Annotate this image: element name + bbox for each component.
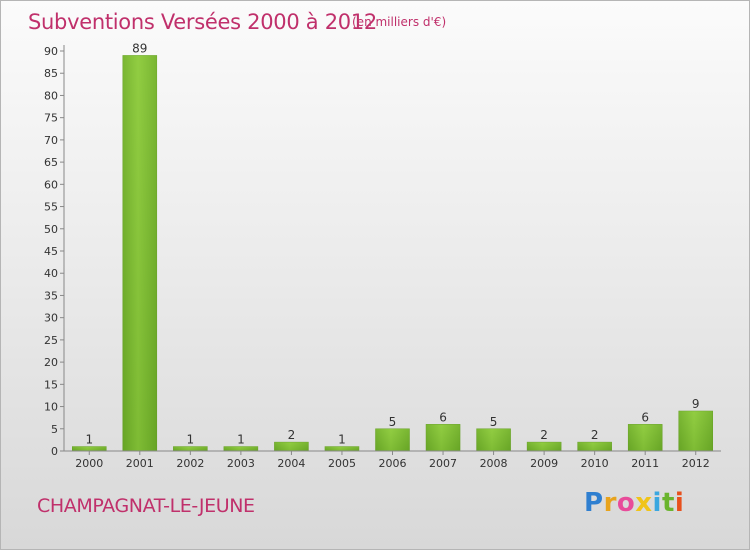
bar-value-label: 1 xyxy=(338,433,346,447)
bar-value-label: 1 xyxy=(237,433,245,447)
bar-value-label: 1 xyxy=(85,433,93,447)
bar-shade-2005 xyxy=(324,446,359,451)
bar-value-label: 5 xyxy=(389,415,397,429)
bar-shade-2001 xyxy=(122,55,157,451)
y-tick-label: 70 xyxy=(44,134,58,147)
bar-value-label: 6 xyxy=(641,410,649,424)
bar-shade-2008 xyxy=(476,428,511,451)
x-tick-label: 2002 xyxy=(176,457,204,470)
bar-shade-2004 xyxy=(274,442,309,451)
x-tick-label: 2005 xyxy=(328,457,356,470)
unit-label: (en milliers d'€) xyxy=(352,15,447,29)
x-tick-label: 2001 xyxy=(126,457,154,470)
x-tick-label: 2012 xyxy=(682,457,710,470)
y-tick-label: 35 xyxy=(44,289,58,302)
y-tick-label: 15 xyxy=(44,378,58,391)
x-tick-label: 2009 xyxy=(530,457,558,470)
logo-letter: o xyxy=(616,488,636,518)
bar-value-label: 9 xyxy=(692,397,700,411)
bar-shade-2009 xyxy=(527,442,562,451)
bar-shade-2010 xyxy=(577,442,612,451)
x-tick-label: 2010 xyxy=(581,457,609,470)
logo-letters: Proxiti xyxy=(584,488,684,518)
y-tick-label: 75 xyxy=(44,112,58,125)
bar-shade-2006 xyxy=(375,428,410,451)
proxiti-logo: Proxiti xyxy=(584,488,684,518)
bar-value-label: 5 xyxy=(490,415,498,429)
x-tick-label: 2003 xyxy=(227,457,255,470)
logo-letter: x xyxy=(635,488,653,518)
bar-shade-2000 xyxy=(72,446,107,451)
bar-shade-2002 xyxy=(173,446,208,451)
bar-value-label: 2 xyxy=(591,428,599,442)
y-tick-label: 0 xyxy=(51,445,58,458)
bar-shade-2012 xyxy=(678,411,713,451)
y-tick-label: 50 xyxy=(44,223,58,236)
x-tick-label: 2007 xyxy=(429,457,457,470)
y-tick-label: 90 xyxy=(44,45,58,58)
logo-letter: i xyxy=(652,488,662,518)
y-axis: 0 5 10 15 20 25 30 35 40 45 50 55 60 65 70 75 80 85 90 xyxy=(44,45,65,458)
y-tick-label: 10 xyxy=(44,401,58,414)
x-tick-label: 2004 xyxy=(277,457,305,470)
commune-name: CHAMPAGNAT-LE-JEUNE xyxy=(37,495,255,517)
logo-letter: P xyxy=(584,488,604,518)
y-tick-label: 55 xyxy=(44,201,58,214)
chart-title: Subventions Versées 2000 à 2012 xyxy=(28,10,377,34)
y-tick-label: 20 xyxy=(44,356,58,369)
bars: 1 89 1 1 2 1 5 6 5 2 2 6 9 xyxy=(72,41,713,452)
bar-shade-2007 xyxy=(426,424,461,451)
y-tick-label: 80 xyxy=(44,89,58,102)
y-tick-label: 85 xyxy=(44,67,58,80)
logo-letter: r xyxy=(603,488,617,518)
y-tick-label: 65 xyxy=(44,156,58,169)
y-tick-label: 30 xyxy=(44,312,58,325)
x-tick-label: 2000 xyxy=(75,457,103,470)
logo-letter: i xyxy=(674,488,685,518)
bar-value-label: 2 xyxy=(288,428,296,442)
y-tick-label: 40 xyxy=(44,267,58,280)
bar-value-label: 1 xyxy=(187,433,195,447)
x-tick-label: 2008 xyxy=(480,457,508,470)
bar-value-label: 6 xyxy=(439,410,447,424)
y-tick-label: 60 xyxy=(44,178,58,191)
bar-value-label: 89 xyxy=(132,41,147,55)
bar-shade-2011 xyxy=(628,424,663,451)
x-tick-label: 2006 xyxy=(379,457,407,470)
y-tick-label: 45 xyxy=(44,245,58,258)
y-tick-label: 25 xyxy=(44,334,58,347)
bar-shade-2003 xyxy=(223,446,258,451)
logo-letter: t xyxy=(661,488,675,518)
y-tick-label: 5 xyxy=(51,423,58,436)
x-axis: 2000 2001 2002 2003 2004 2005 2006 2007 2008 2009… xyxy=(64,450,721,470)
bar-value-label: 2 xyxy=(540,428,548,442)
x-tick-label: 2011 xyxy=(631,457,659,470)
